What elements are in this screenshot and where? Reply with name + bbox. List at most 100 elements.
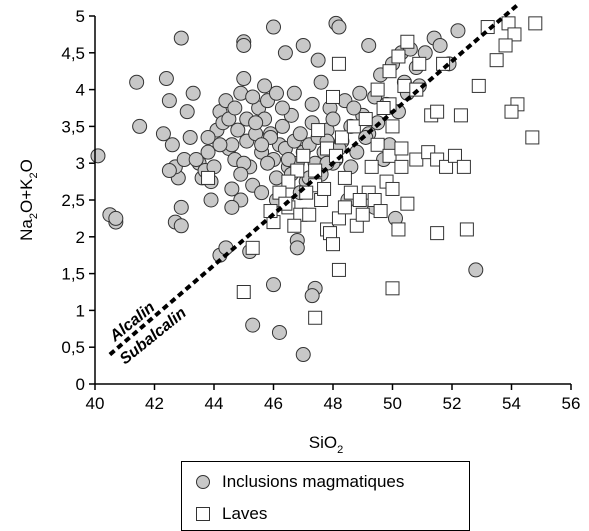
point-inclusion — [331, 19, 347, 35]
point-lave — [430, 226, 445, 241]
point-lave — [385, 119, 400, 134]
legend-label-inclusions: Inclusions magmatiques — [222, 472, 405, 491]
point-lave — [287, 218, 302, 233]
point-inclusion — [432, 37, 448, 53]
y-tick-label: 1,5 — [61, 265, 85, 284]
x-axis-label-main: SiO — [309, 433, 337, 452]
legend-item-laves: Laves — [196, 502, 267, 526]
point-inclusion — [304, 96, 320, 112]
x-tick-label: 48 — [324, 394, 343, 413]
point-inclusion — [292, 126, 308, 142]
point-lave — [382, 64, 397, 79]
point-lave — [507, 27, 522, 42]
y-tick-label: 3,5 — [61, 117, 85, 136]
point-lave — [394, 141, 409, 156]
point-lave — [471, 78, 486, 93]
point-inclusion — [295, 37, 311, 53]
point-inclusion — [173, 199, 189, 215]
point-lave — [373, 204, 388, 219]
point-inclusion — [203, 192, 219, 208]
point-inclusion — [304, 288, 320, 304]
point-inclusion — [155, 126, 171, 142]
point-inclusion — [346, 100, 362, 116]
point-inclusion — [450, 23, 466, 39]
point-inclusion — [164, 137, 180, 153]
point-inclusion — [224, 181, 240, 197]
y-tick-label: 3 — [76, 154, 85, 173]
point-lave — [302, 207, 317, 222]
x-axis-label-sub: 2 — [337, 444, 343, 456]
point-lave — [201, 170, 216, 185]
point-inclusion — [185, 85, 201, 101]
point-inclusion — [108, 210, 124, 226]
point-lave — [308, 310, 323, 325]
point-inclusion — [182, 129, 198, 145]
point-lave — [281, 174, 296, 189]
point-inclusion — [236, 37, 252, 53]
point-lave — [459, 222, 474, 237]
point-lave — [447, 148, 462, 163]
point-inclusion — [349, 144, 365, 160]
point-lave — [412, 56, 427, 71]
point-inclusion — [161, 93, 177, 109]
point-inclusion — [266, 19, 281, 35]
point-lave — [311, 123, 326, 138]
point-lave — [400, 196, 415, 211]
y-axis-label: Na2O+K2O — [17, 159, 40, 241]
point-inclusion — [236, 71, 252, 87]
point-lave — [385, 181, 400, 196]
point-inclusion — [90, 148, 106, 164]
legend-label-laves: Laves — [222, 504, 268, 523]
point-lave — [489, 53, 504, 68]
point-lave — [308, 163, 323, 178]
point-lave — [385, 281, 400, 296]
point-lave — [376, 101, 391, 115]
point-inclusion — [200, 144, 216, 160]
point-inclusion — [271, 324, 287, 340]
point-lave — [453, 108, 468, 123]
legend-item-inclusions: Inclusions magmatiques — [196, 470, 404, 494]
x-tick-label: 52 — [443, 394, 462, 413]
point-lave — [326, 89, 340, 104]
point-lave — [525, 130, 540, 145]
point-inclusion — [286, 85, 302, 101]
point-lave — [337, 170, 352, 185]
point-lave — [391, 49, 406, 64]
point-inclusion — [200, 129, 216, 145]
point-lave — [382, 148, 397, 163]
point-lave — [439, 159, 454, 174]
point-lave — [370, 137, 385, 152]
legend: Inclusions magmatiques Laves — [181, 461, 470, 531]
point-inclusion — [233, 166, 249, 182]
x-tick-label: 44 — [205, 394, 224, 413]
point-lave — [370, 82, 385, 97]
point-lave — [498, 38, 513, 53]
point-inclusion — [277, 45, 293, 61]
point-inclusion — [468, 262, 484, 278]
x-tick-label: 46 — [264, 394, 283, 413]
point-inclusion — [361, 37, 377, 53]
point-inclusion — [158, 71, 174, 87]
x-tick-label: 54 — [502, 394, 521, 413]
point-inclusion — [310, 52, 326, 68]
point-lave — [504, 104, 519, 119]
point-inclusion — [179, 104, 195, 120]
point-lave — [358, 112, 373, 127]
y-tick-label: 5 — [76, 7, 85, 26]
point-inclusion — [173, 218, 189, 234]
y-tick-label: 0 — [76, 375, 85, 394]
point-inclusion — [227, 100, 243, 116]
y-tick-label: 2 — [76, 228, 85, 247]
y-axis-label-part-5: O — [17, 159, 36, 172]
point-lave — [290, 163, 305, 178]
point-lave — [346, 119, 361, 134]
point-lave — [528, 16, 543, 31]
point-inclusion — [274, 118, 290, 134]
point-inclusion — [274, 100, 290, 116]
point-inclusion — [280, 152, 296, 168]
y-tick-label: 0,5 — [61, 338, 85, 357]
point-inclusion — [260, 155, 276, 171]
point-inclusion — [295, 347, 311, 363]
point-inclusion — [188, 152, 204, 168]
point-lave — [355, 207, 370, 222]
